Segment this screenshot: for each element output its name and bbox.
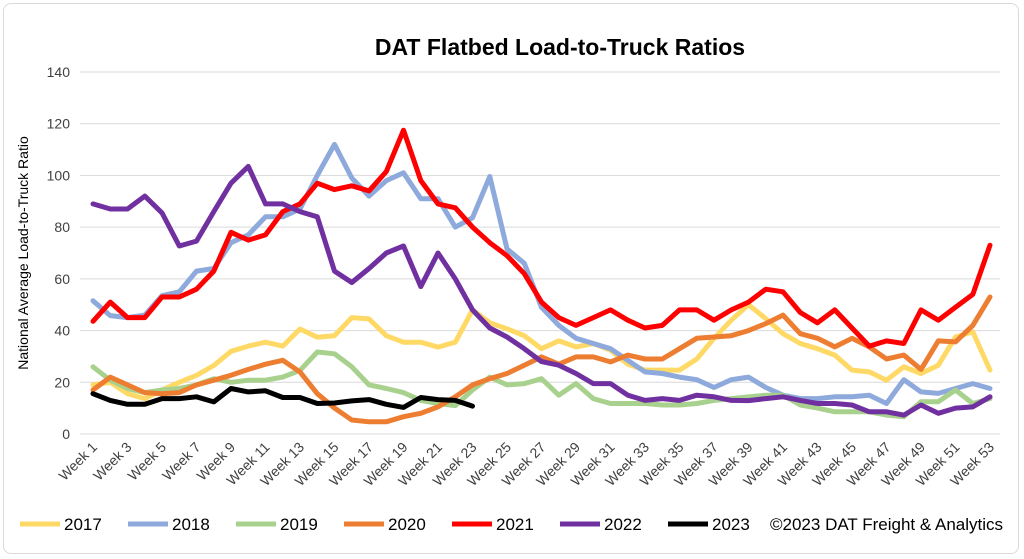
legend-label: 2023 xyxy=(712,515,750,534)
legend-item-2019: 2019 xyxy=(236,515,318,534)
y-axis-label: National Average Load-to-Truck Ratio xyxy=(15,136,31,370)
legend-label: 2017 xyxy=(64,515,102,534)
series-line-2019 xyxy=(90,349,993,420)
legend-label: 2021 xyxy=(496,515,534,534)
series-line-2017 xyxy=(90,302,993,402)
legend-item-2022: 2022 xyxy=(560,515,642,534)
y-tick-label: 60 xyxy=(54,271,70,287)
legend-label: 2019 xyxy=(280,515,318,534)
y-tick-label: 80 xyxy=(54,219,70,235)
series-line-2023 xyxy=(90,386,475,410)
y-tick-label: 20 xyxy=(54,374,70,390)
series-line-2021 xyxy=(90,127,993,349)
legend-label: 2018 xyxy=(172,515,210,534)
chart-frame xyxy=(3,3,1019,554)
y-tick-label: 100 xyxy=(47,167,71,183)
series-line-2022 xyxy=(90,163,993,418)
series-line-2018 xyxy=(90,141,993,406)
series-line-2020 xyxy=(90,294,993,425)
y-tick-label: 0 xyxy=(62,426,70,442)
legend-item-2021: 2021 xyxy=(452,515,534,534)
y-tick-label: 40 xyxy=(54,323,70,339)
legend-label: 2020 xyxy=(388,515,426,534)
legend-item-2023: 2023 xyxy=(668,515,750,534)
legend-item-2017: 2017 xyxy=(20,515,102,534)
y-tick-label: 140 xyxy=(47,64,71,80)
copyright-text: ©2023 DAT Freight & Analytics xyxy=(770,515,1003,534)
legend-item-2020: 2020 xyxy=(344,515,426,534)
y-tick-label: 120 xyxy=(47,116,71,132)
legend-label: 2022 xyxy=(604,515,642,534)
chart-title: DAT Flatbed Load-to-Truck Ratios xyxy=(375,34,745,60)
legend-item-2018: 2018 xyxy=(128,515,210,534)
